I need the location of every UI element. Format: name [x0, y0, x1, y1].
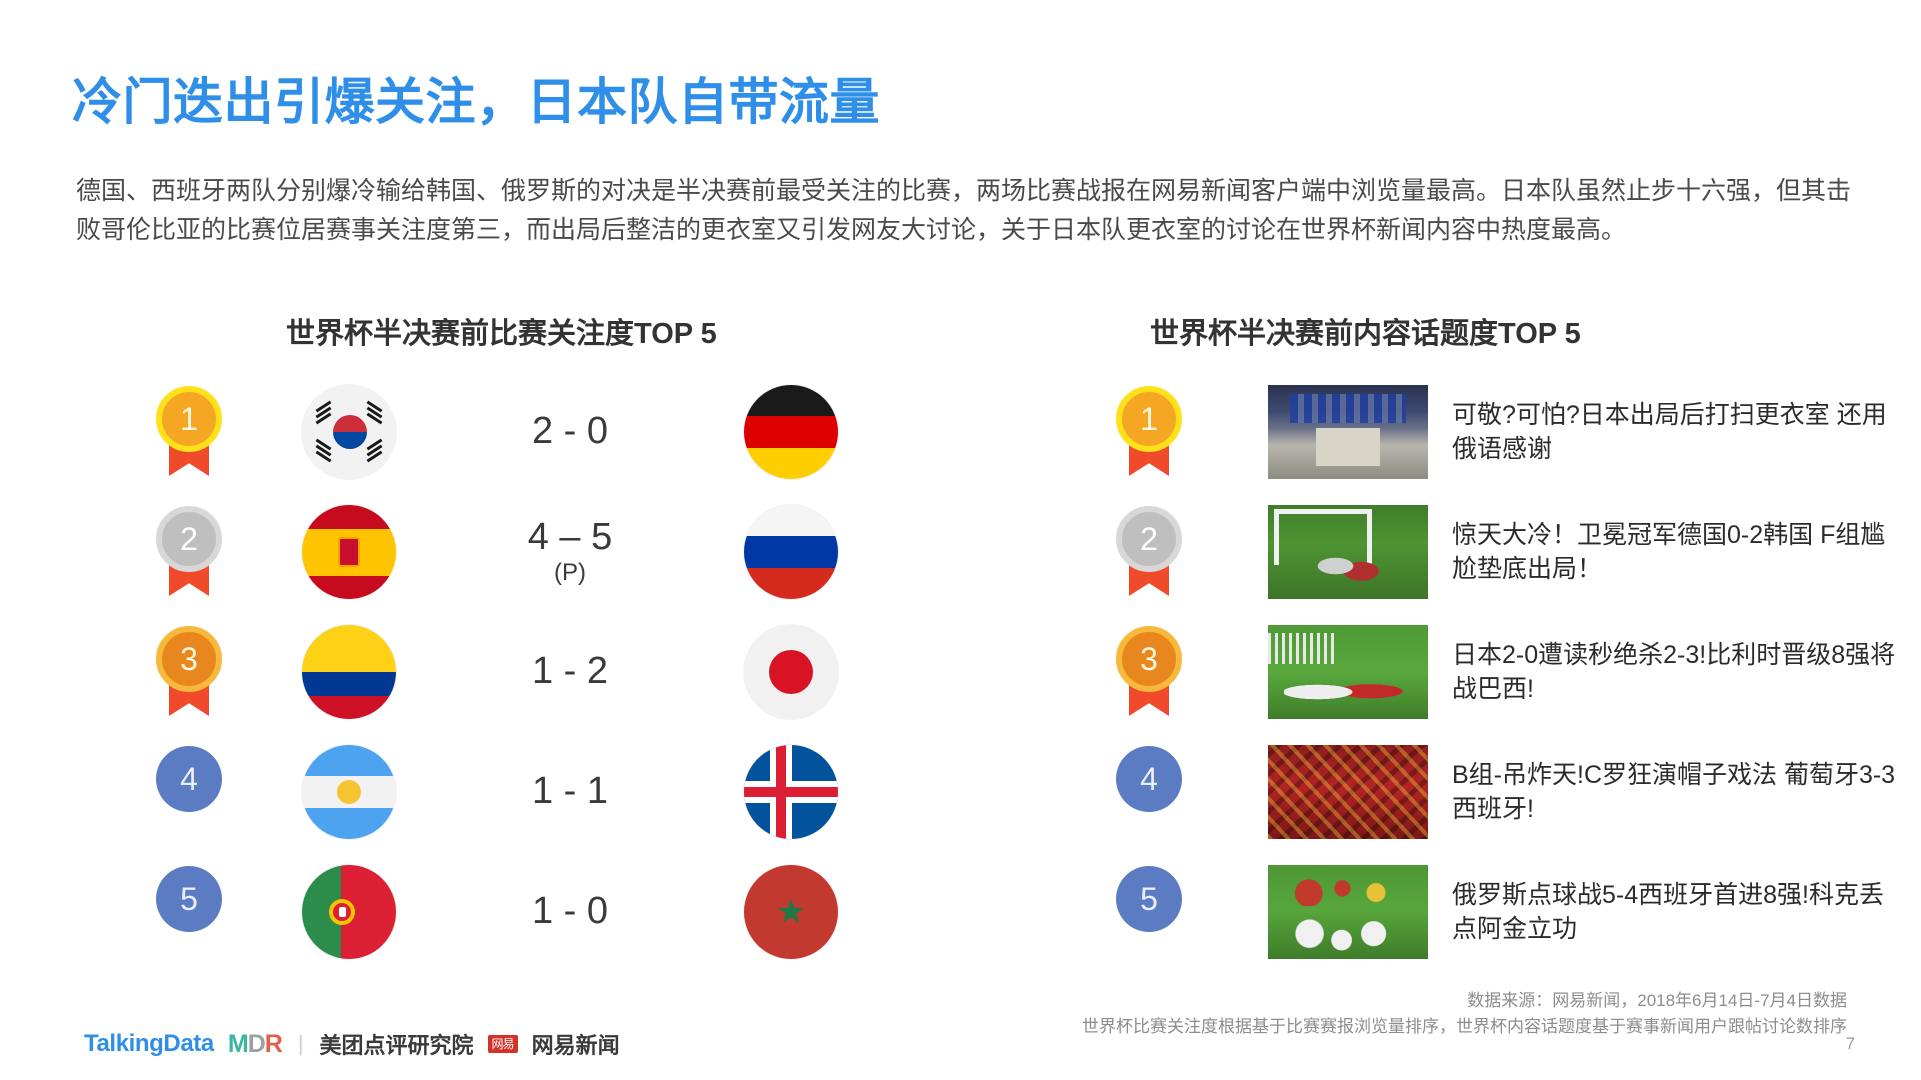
taeguk-bottom — [333, 432, 367, 449]
flag-argentina — [302, 745, 396, 839]
news-thumbnail — [1268, 865, 1428, 959]
table-row: 2 4 – 5 (P) — [150, 492, 850, 612]
flag-south-korea — [302, 385, 396, 479]
rank-badge-4: 4 — [1110, 746, 1188, 838]
medal-icon: 1 — [156, 386, 222, 452]
news-headline[interactable]: B组-吊炸天!C罗狂演帽子戏法 葡萄牙3-3西班牙! — [1452, 761, 1896, 823]
news-headline[interactable]: 日本2-0遭读秒绝杀2-3!比利时晋级8强将战巴西! — [1452, 641, 1896, 703]
flag-morocco: ★ — [744, 865, 838, 959]
medal-icon: 3 — [1116, 626, 1182, 692]
rank-badge-3: 3 — [1110, 626, 1188, 718]
flag-portugal — [302, 865, 396, 959]
news-headline[interactable]: 惊天大冷！卫冕冠军德国0-2韩国 F组尴尬垫底出局！ — [1452, 521, 1886, 583]
page-title: 冷门迭出引爆关注，日本队自带流量 — [72, 74, 880, 130]
score-value: 4 – 5 — [527, 516, 613, 559]
portugal-crest — [329, 899, 355, 925]
score-value: 1 - 1 — [531, 770, 609, 813]
match-score: 1 - 1 — [396, 770, 744, 813]
argentina-sun — [340, 783, 358, 801]
source-line-1: 数据来源：网易新闻，2018年6月14日-7月4日数据 — [1467, 991, 1847, 1010]
page-number: 7 — [1845, 1034, 1855, 1053]
flag-germany — [744, 385, 838, 479]
list-item[interactable]: 1 可敬?可怕?日本出局后打扫更衣室 还用俄语感谢 — [1110, 372, 1910, 492]
medal-icon: 2 — [1116, 506, 1182, 572]
match-score: 2 - 0 — [396, 410, 744, 453]
flag-spain — [302, 505, 396, 599]
rank-circle: 4 — [156, 746, 222, 812]
rank-badge-4: 4 — [150, 746, 228, 838]
score-value: 1 - 0 — [531, 890, 609, 933]
footer-logos: TalkingData MDR | 美团点评研究院 网易 网易新闻 — [84, 1028, 620, 1060]
source-note: 数据来源：网易新闻，2018年6月14日-7月4日数据 世界杯比赛关注度根据基于… — [1082, 988, 1847, 1040]
left-section-heading: 世界杯半决赛前比赛关注度TOP 5 — [286, 318, 717, 350]
rank-badge-2: 2 — [150, 506, 228, 598]
list-item[interactable]: 2 惊天大冷！卫冕冠军德国0-2韩国 F组尴尬垫底出局！ — [1110, 492, 1910, 612]
news-thumbnail — [1268, 625, 1428, 719]
table-row: 4 1 - 1 — [150, 732, 850, 852]
mdr-d: D — [247, 1029, 266, 1058]
mdr-r: R — [264, 1029, 283, 1058]
spain-crest — [338, 537, 360, 567]
match-ranking-list: 1 2 - 0 — [150, 372, 850, 972]
taeguk-top — [333, 415, 367, 432]
list-item[interactable]: 3 日本2-0遭读秒绝杀2-3!比利时晋级8强将战巴西! — [1110, 612, 1910, 732]
logo-divider: | — [297, 1031, 304, 1056]
japan-sun — [769, 650, 813, 694]
match-score: 1 - 2 — [396, 650, 744, 693]
rank-badge-1: 1 — [1110, 386, 1188, 478]
news-headline[interactable]: 俄罗斯点球战5-4西班牙首进8强!科克丢点阿金立功 — [1452, 881, 1884, 943]
talkingdata-logo: TalkingData — [84, 1030, 214, 1057]
flag-colombia — [302, 625, 396, 719]
rank-circle: 5 — [1116, 866, 1182, 932]
flag-iceland — [744, 745, 838, 839]
meituan-research-logo: 美团点评研究院 — [319, 1033, 474, 1058]
netease-news-logo: 网易新闻 — [531, 1033, 620, 1058]
flag-russia — [744, 505, 838, 599]
penalty-note: (P) — [554, 559, 586, 587]
rank-badge-2: 2 — [1110, 506, 1188, 598]
morocco-star-icon: ★ — [775, 893, 807, 931]
rank-badge-5: 5 — [1110, 866, 1188, 958]
match-score: 4 – 5 (P) — [396, 516, 744, 587]
rank-badge-3: 3 — [150, 626, 228, 718]
mdr-logo: MDR — [227, 1029, 283, 1059]
news-headline[interactable]: 可敬?可怕?日本出局后打扫更衣室 还用俄语感谢 — [1452, 401, 1887, 463]
right-section-heading: 世界杯半决赛前内容话题度TOP 5 — [1150, 318, 1581, 350]
rank-circle: 5 — [156, 866, 222, 932]
news-ranking-list: 1 可敬?可怕?日本出局后打扫更衣室 还用俄语感谢 2 惊天大冷！卫冕冠军德国0… — [1110, 372, 1910, 972]
match-score: 1 - 0 — [396, 890, 744, 933]
mdr-m: M — [227, 1029, 249, 1058]
medal-icon: 1 — [1116, 386, 1182, 452]
score-value: 2 - 0 — [531, 410, 609, 453]
list-item[interactable]: 4 B组-吊炸天!C罗狂演帽子戏法 葡萄牙3-3西班牙! — [1110, 732, 1910, 852]
rank-badge-5: 5 — [150, 866, 228, 958]
medal-icon: 2 — [156, 506, 222, 572]
list-item[interactable]: 5 俄罗斯点球战5-4西班牙首进8强!科克丢点阿金立功 — [1110, 852, 1910, 972]
flag-japan — [744, 625, 838, 719]
news-thumbnail — [1268, 505, 1428, 599]
netease-badge-icon: 网易 — [487, 1034, 518, 1054]
news-thumbnail — [1268, 385, 1428, 479]
intro-paragraph: 德国、西班牙两队分别爆冷输给韩国、俄罗斯的对决是半决赛前最受关注的比赛，两场比赛… — [76, 177, 1852, 244]
table-row: 5 1 - 0 ★ — [150, 852, 850, 972]
rank-circle: 4 — [1116, 746, 1182, 812]
table-row: 1 2 - 0 — [150, 372, 850, 492]
score-value: 1 - 2 — [531, 650, 609, 693]
news-thumbnail — [1268, 745, 1428, 839]
table-row: 3 1 - 2 — [150, 612, 850, 732]
source-line-2: 世界杯比赛关注度根据基于比赛赛报浏览量排序，世界杯内容话题度基于赛事新闻用户跟帖… — [1082, 1017, 1847, 1036]
medal-icon: 3 — [156, 626, 222, 692]
rank-badge-1: 1 — [150, 386, 228, 478]
